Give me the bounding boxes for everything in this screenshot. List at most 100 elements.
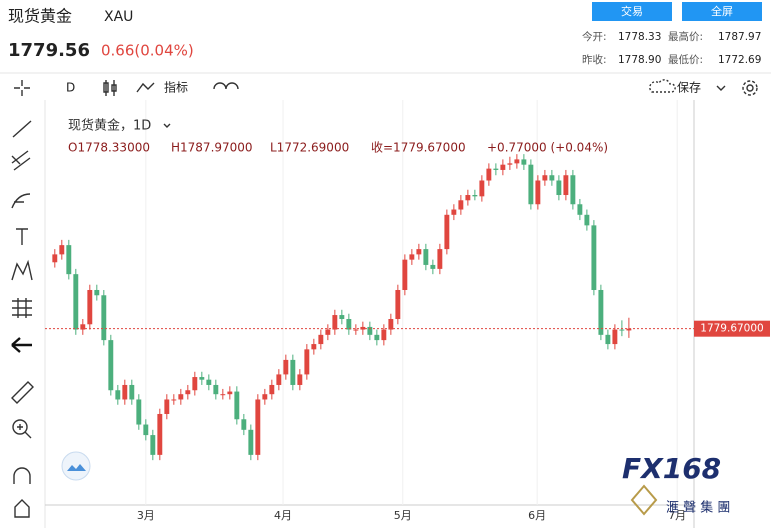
- legend-menu[interactable]: [163, 123, 171, 128]
- tool-ruler[interactable]: [11, 381, 34, 404]
- candle-body: [367, 326, 373, 335]
- legend-low: L1772.69000: [270, 141, 349, 155]
- candle-body: [619, 329, 625, 331]
- candle-body: [52, 254, 58, 263]
- candle-body: [514, 159, 520, 164]
- fullscreen-label[interactable]: 全屏: [711, 4, 733, 18]
- stat-value: 1778.90: [618, 54, 661, 66]
- tool-hide[interactable]: [11, 337, 32, 353]
- candle-body: [129, 384, 135, 400]
- candle-body: [584, 214, 590, 226]
- watermark-emblem: [630, 484, 658, 516]
- crosshair-icon[interactable]: [14, 80, 30, 96]
- indicator-icon[interactable]: [136, 82, 155, 93]
- tool-fib[interactable]: [11, 150, 31, 171]
- candle-body: [402, 259, 408, 290]
- candle-body: [206, 379, 212, 385]
- undo-redo[interactable]: [213, 82, 239, 90]
- candle-icon[interactable]: [103, 80, 117, 96]
- candle-body: [185, 390, 191, 395]
- candle-body: [556, 180, 562, 196]
- x-tick-label: 5月: [394, 509, 412, 522]
- candle-body: [409, 254, 415, 260]
- candle-body: [535, 180, 541, 205]
- candle-body: [577, 204, 583, 215]
- candle-body: [157, 413, 163, 455]
- save-menu[interactable]: [716, 85, 726, 91]
- candle-body: [605, 334, 611, 345]
- candle-body: [59, 245, 65, 255]
- tool-text[interactable]: [16, 228, 28, 245]
- candle-body: [227, 391, 233, 395]
- legend-open: O1778.33000: [68, 141, 150, 155]
- price-label-box: [694, 320, 770, 337]
- candle-body: [325, 329, 331, 335]
- stat-value: 1778.33: [618, 31, 661, 43]
- candle-body: [479, 180, 485, 197]
- candle-body: [353, 329, 359, 331]
- candle-body: [66, 245, 72, 275]
- indicators[interactable]: 指标: [164, 80, 188, 95]
- candle-body: [311, 344, 317, 350]
- candle-body: [612, 329, 618, 345]
- candle-body: [451, 209, 457, 215]
- tool-zoom[interactable]: [12, 419, 28, 435]
- candle-body: [339, 315, 345, 320]
- trade-label[interactable]: 交易: [621, 4, 643, 18]
- tool-pattern[interactable]: [11, 259, 33, 281]
- tool-magnet[interactable]: [13, 467, 31, 484]
- candle-body: [150, 435, 156, 455]
- legend-title: 现货黄金，1D: [68, 118, 151, 134]
- x-tick-label: 3月: [137, 509, 155, 522]
- candle-body: [276, 374, 282, 385]
- candle-body: [570, 175, 576, 205]
- candle-body: [395, 289, 401, 320]
- candle-body: [486, 168, 492, 181]
- candle-body: [430, 264, 436, 269]
- x-tick-label: 7月: [668, 509, 686, 522]
- chart-logo: [67, 464, 86, 471]
- candle-body: [241, 419, 247, 430]
- candle-body: [297, 374, 303, 385]
- candle-body: [143, 424, 149, 436]
- candle-body: [437, 249, 443, 269]
- candle-body: [472, 195, 478, 197]
- drawing-tools: [11, 120, 34, 518]
- last-price: 1779.56: [8, 40, 90, 61]
- candle-body: [549, 175, 555, 181]
- candle-body: [423, 249, 429, 265]
- stat-value: 1772.69: [718, 54, 761, 66]
- save[interactable]: 保存: [677, 81, 701, 95]
- tool-lock[interactable]: [14, 499, 30, 518]
- trade-button[interactable]: [592, 2, 672, 21]
- candle-body: [416, 249, 422, 255]
- candle-body: [591, 225, 597, 290]
- tool-line[interactable]: [12, 120, 32, 138]
- stat-value: 1787.97: [718, 31, 761, 43]
- candle-body: [444, 214, 450, 250]
- candle-body: [346, 319, 352, 330]
- candle-body: [507, 163, 513, 165]
- tool-measure[interactable]: [12, 298, 32, 318]
- candle-body: [542, 175, 548, 181]
- tool-brush[interactable]: [11, 193, 31, 209]
- candle-body: [87, 289, 93, 325]
- symbol: XAU: [104, 9, 133, 25]
- candle-body: [332, 315, 338, 330]
- candle-body: [598, 289, 604, 335]
- candle-body: [521, 159, 527, 165]
- candle-body: [388, 319, 394, 330]
- candle-body: [458, 200, 464, 210]
- candle-body: [94, 289, 100, 296]
- fullscreen-button[interactable]: [682, 2, 762, 21]
- candle-body: [80, 324, 86, 330]
- interval[interactable]: D: [66, 81, 75, 95]
- stat-label: 最高价:: [668, 30, 703, 43]
- watermark-sub: 滙 聲 集 團: [666, 500, 730, 516]
- candle-body: [220, 394, 226, 396]
- cloud-icon[interactable]: [649, 79, 676, 93]
- settings-icon[interactable]: [742, 80, 758, 96]
- chart-logo-button[interactable]: [61, 451, 91, 481]
- stat-label: 今开:: [582, 30, 607, 43]
